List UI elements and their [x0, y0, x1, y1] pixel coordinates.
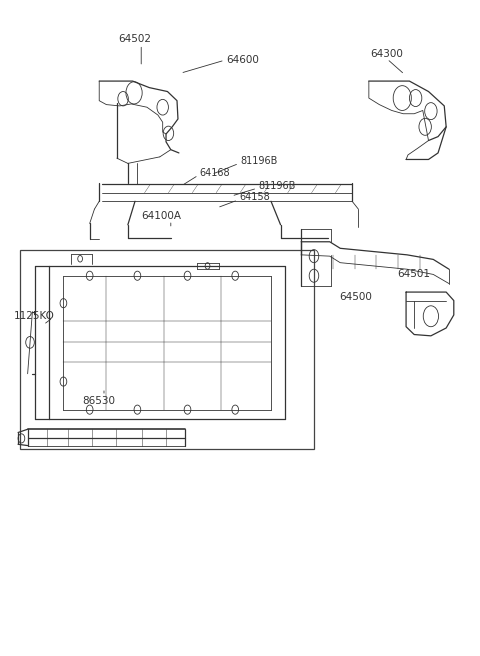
Text: 81196B: 81196B [258, 180, 296, 191]
Bar [21, 250, 314, 449]
Text: 64500: 64500 [339, 292, 372, 302]
Text: 64100A: 64100A [141, 211, 181, 220]
Text: 64502: 64502 [119, 34, 152, 44]
Text: 64600: 64600 [226, 55, 259, 65]
Text: 81196B: 81196B [240, 155, 277, 166]
Text: 1125KO: 1125KO [13, 311, 54, 321]
Text: 64168: 64168 [199, 167, 230, 178]
Text: 64158: 64158 [239, 192, 270, 202]
Text: 64501: 64501 [398, 270, 431, 279]
Text: 64300: 64300 [371, 49, 403, 58]
Text: 86530: 86530 [83, 396, 116, 406]
